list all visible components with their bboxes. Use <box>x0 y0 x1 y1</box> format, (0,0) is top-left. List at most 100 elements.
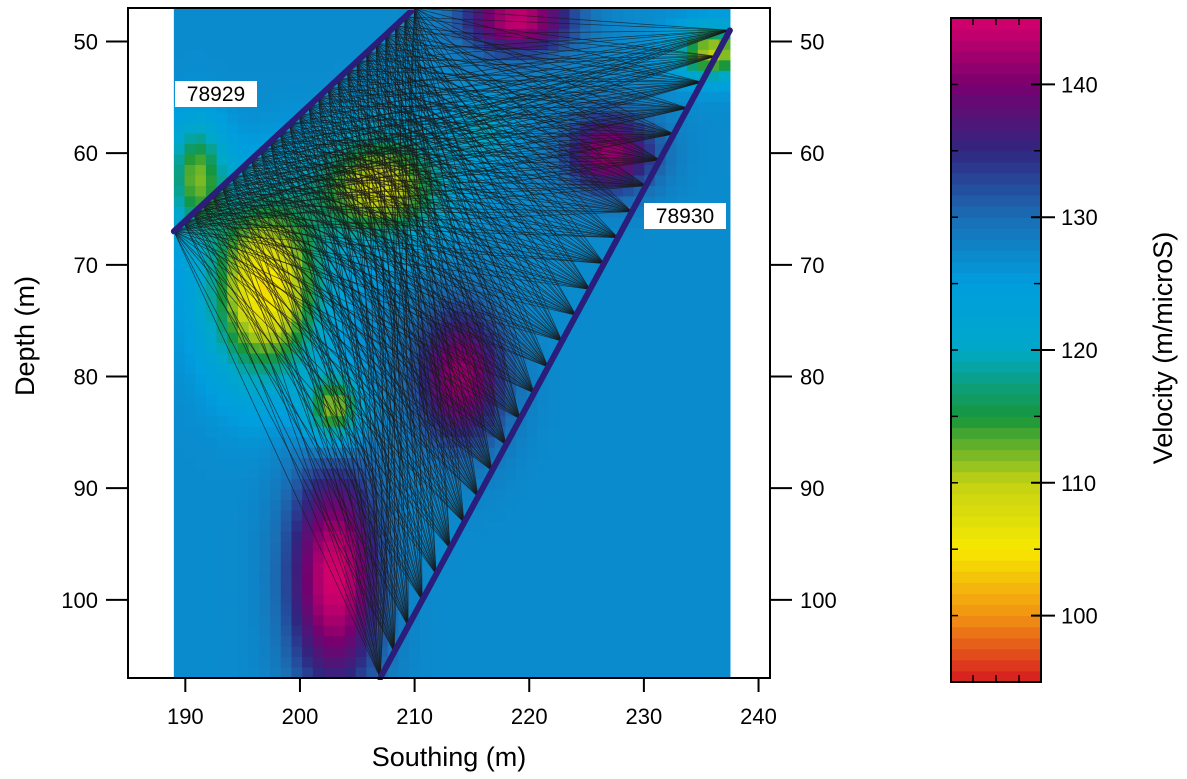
heatmap-cell <box>430 646 442 658</box>
heatmap-cell <box>441 374 453 386</box>
heatmap-cell <box>601 81 613 93</box>
heatmap-cell <box>334 615 346 627</box>
heatmap-cell <box>665 18 678 30</box>
heatmap-cell <box>334 374 346 386</box>
heatmap-cell <box>238 479 250 491</box>
heatmap-cell <box>473 185 485 198</box>
colorbar-band <box>951 294 1041 307</box>
heatmap-cell <box>494 8 506 20</box>
heatmap-cell <box>708 636 720 648</box>
heatmap-cell <box>334 175 346 187</box>
ray-path <box>270 141 591 290</box>
heatmap-cell <box>205 510 218 522</box>
heatmap-cell <box>473 667 485 678</box>
heatmap-cell <box>270 562 282 574</box>
colorbar-band <box>951 593 1041 606</box>
ray-path <box>404 16 730 31</box>
heatmap-cell <box>334 206 346 218</box>
heatmap-cell <box>227 541 239 553</box>
heatmap-cell <box>419 625 432 637</box>
heatmap-cell <box>419 175 432 187</box>
heatmap-cell <box>569 39 581 51</box>
heatmap-cell <box>173 301 186 313</box>
heatmap-cell <box>505 39 517 51</box>
x-tick-label: 220 <box>511 704 548 729</box>
heatmap-cell <box>302 458 314 470</box>
heatmap-cell <box>473 531 485 543</box>
ray-path <box>231 107 688 179</box>
heatmap-cell <box>216 343 228 355</box>
heatmap-cell <box>248 489 260 501</box>
heatmap-cell <box>708 500 720 512</box>
heatmap-cell <box>569 531 581 543</box>
heatmap-cell <box>259 290 271 302</box>
ray-path <box>414 8 730 31</box>
heatmap-cell <box>537 395 549 407</box>
heatmap-cell <box>708 196 720 208</box>
heatmap-cell <box>612 500 624 512</box>
ray-path <box>308 105 660 161</box>
heatmap-cell <box>601 500 613 512</box>
heatmap-cell <box>676 625 688 637</box>
heatmap-cell <box>184 437 196 449</box>
heatmap-cell <box>441 91 453 103</box>
heatmap-cell <box>622 227 635 239</box>
heatmap-cell <box>644 8 656 20</box>
heatmap-cell <box>355 479 367 491</box>
heatmap-cell <box>676 489 688 501</box>
heatmap-cell <box>387 500 399 512</box>
heatmap-cell <box>687 500 699 512</box>
heatmap-cell <box>473 39 485 51</box>
heatmap-cell <box>569 573 581 585</box>
heatmap-cell <box>719 615 731 627</box>
heatmap-cell <box>526 165 538 177</box>
heatmap-cell <box>205 112 218 124</box>
heatmap-cell <box>505 562 517 574</box>
heatmap-cell <box>302 39 314 51</box>
ray-path <box>356 61 479 497</box>
heatmap-cell <box>516 500 528 512</box>
heatmap-cell <box>558 39 571 51</box>
heatmap-cell <box>622 594 635 606</box>
heatmap-cell <box>548 667 560 678</box>
ray-path <box>260 107 688 152</box>
heatmap-cell <box>676 667 688 678</box>
heatmap-cell <box>494 657 506 669</box>
heatmap-cell <box>259 133 271 145</box>
heatmap-cell <box>173 468 186 480</box>
ray-path <box>193 159 660 214</box>
heatmap-cell <box>430 238 442 250</box>
heatmap-cell <box>227 290 239 302</box>
heatmap-cell <box>173 28 186 41</box>
heatmap-cell <box>355 39 367 51</box>
heatmap-cell <box>719 447 731 459</box>
heatmap-cell <box>494 91 506 103</box>
colorbar-band <box>951 51 1041 63</box>
colorbar-band <box>951 338 1041 351</box>
heatmap-cell <box>216 39 228 51</box>
heatmap-cell <box>697 458 710 470</box>
heatmap-cell <box>687 531 699 543</box>
heatmap-cell <box>248 70 260 82</box>
ray-path <box>317 97 451 549</box>
heatmap-cell <box>291 458 303 470</box>
heatmap-cell <box>409 311 421 323</box>
heatmap-cell <box>548 217 560 229</box>
ray-path <box>241 107 688 170</box>
heatmap-cell <box>537 416 549 428</box>
heatmap-cell <box>601 154 613 166</box>
heatmap-cell <box>601 416 613 428</box>
heatmap-cell <box>366 49 378 61</box>
heatmap-cell <box>569 583 581 595</box>
heatmap-cell <box>590 604 603 616</box>
heatmap-cell <box>665 646 678 658</box>
heatmap-cell <box>505 91 517 103</box>
heatmap-cell <box>665 384 678 396</box>
heatmap-cell <box>708 322 720 334</box>
heatmap-cell <box>494 531 506 543</box>
heatmap-cell <box>558 583 571 595</box>
heatmap-cell <box>227 322 239 334</box>
heatmap-cell <box>601 238 613 250</box>
heatmap-cell <box>708 238 720 250</box>
heatmap-cell <box>451 667 464 678</box>
